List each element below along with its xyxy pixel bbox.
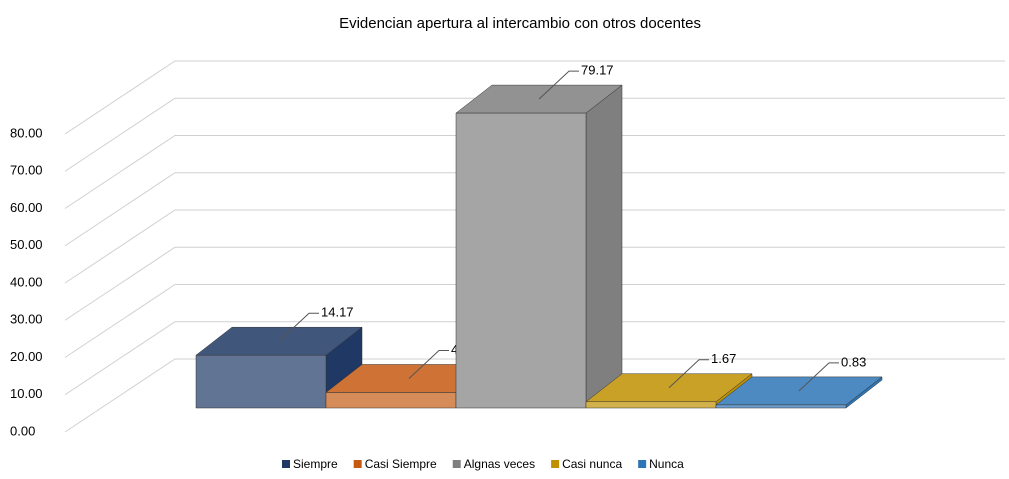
chart-title: Evidencian apertura al intercambio con o…	[339, 15, 701, 32]
y-tick-label: 30.00	[10, 312, 43, 327]
grid-line	[64, 60, 1005, 135]
grid-line	[64, 209, 1005, 284]
leader-line	[408, 349, 449, 379]
grid-line	[64, 135, 1005, 209]
y-tick-label: 80.00	[10, 125, 43, 140]
legend-label: Algnas veces	[464, 457, 535, 471]
data-label: 79.17	[581, 63, 614, 78]
bar	[455, 84, 623, 409]
bar-front	[585, 401, 717, 409]
legend-swatch	[452, 460, 461, 468]
grid-line	[64, 246, 1005, 321]
legend-swatch	[638, 460, 647, 468]
bar	[715, 376, 883, 409]
legend-swatch	[551, 460, 560, 468]
bar-front	[195, 354, 327, 409]
legend-swatch	[282, 460, 290, 468]
grid-line	[64, 358, 1005, 433]
data-label: 0.83	[841, 354, 866, 369]
y-tick-label: 0.00	[10, 423, 35, 438]
y-tick-label: 10.00	[10, 386, 43, 401]
leader-line	[798, 362, 839, 392]
bar-side	[585, 84, 623, 409]
grid-line	[64, 97, 1005, 172]
grid-line	[64, 321, 1005, 396]
legend-label: Casi Siempre	[365, 457, 437, 471]
leader-line	[668, 359, 709, 389]
leader-line	[538, 70, 579, 100]
y-tick-label: 50.00	[10, 237, 43, 252]
data-label: 14.17	[321, 305, 354, 320]
y-tick-label: 40.00	[10, 274, 43, 289]
grid-line	[64, 172, 1005, 247]
y-tick-label: 70.00	[10, 163, 43, 178]
legend-label: Nunca	[649, 457, 684, 471]
data-label: 1.67	[711, 351, 736, 366]
legend-swatch	[353, 460, 362, 468]
legend-label: Casi nunca	[562, 457, 622, 471]
bar-front	[325, 392, 457, 409]
bar-front	[455, 112, 587, 409]
legend-label: Siempre	[293, 457, 338, 471]
grid-line	[64, 284, 1005, 358]
leader-line	[278, 312, 319, 342]
y-tick-label: 20.00	[10, 349, 43, 364]
y-tick-label: 60.00	[10, 200, 43, 215]
bar-front	[715, 404, 847, 409]
